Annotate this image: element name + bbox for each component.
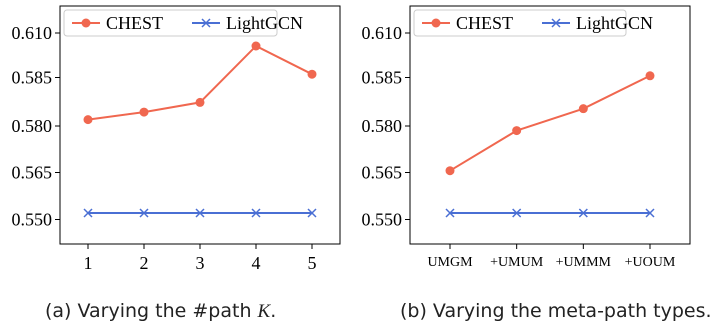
legend-label: CHEST bbox=[456, 13, 513, 33]
plot-frame bbox=[409, 5, 691, 245]
caption-a-var: K bbox=[257, 301, 271, 322]
data-point bbox=[195, 97, 205, 107]
data-point bbox=[139, 208, 149, 218]
legend-box bbox=[413, 9, 627, 37]
y-tick-label: 0.580 bbox=[12, 116, 53, 136]
data-point bbox=[445, 208, 455, 218]
x-tick-label: 1 bbox=[84, 253, 93, 273]
y-tick-label: 0.580 bbox=[362, 116, 403, 136]
plot-frame bbox=[59, 5, 341, 245]
legend: CHEST LightGCN bbox=[63, 9, 303, 37]
legend-marker bbox=[201, 18, 211, 28]
data-point bbox=[195, 208, 205, 218]
data-point bbox=[578, 208, 588, 218]
legend-marker bbox=[81, 18, 91, 28]
data-point bbox=[83, 115, 93, 125]
x-tick-label: 4 bbox=[252, 253, 261, 273]
x-tick-label: 2 bbox=[140, 253, 149, 273]
data-point bbox=[578, 104, 588, 114]
legend-label: LightGCN bbox=[576, 13, 653, 33]
data-point bbox=[307, 208, 317, 218]
x-tick-label: UMGM bbox=[427, 255, 473, 270]
x-tick-label: +UMUM bbox=[490, 255, 544, 270]
legend-label: LightGCN bbox=[226, 13, 303, 33]
data-point bbox=[445, 166, 455, 176]
y-tick-label: 0.550 bbox=[12, 210, 53, 230]
data-point bbox=[251, 208, 261, 218]
series-line-chest bbox=[87, 44, 313, 121]
y-tick-label: 0.585 bbox=[362, 68, 403, 88]
y-tick-label: 0.610 bbox=[12, 23, 53, 43]
data-point bbox=[512, 208, 522, 218]
caption-a-suffix: . bbox=[270, 300, 277, 322]
x-tick-label: 5 bbox=[308, 253, 317, 273]
legend-marker bbox=[551, 18, 561, 28]
caption-b: (b) Varying the meta-path types. bbox=[400, 300, 712, 322]
data-point bbox=[645, 208, 655, 218]
legend-label: CHEST bbox=[106, 13, 163, 33]
caption-a: (a) Varying the #path K. bbox=[45, 300, 276, 323]
series-line-chest bbox=[449, 74, 651, 172]
x-tick-label: 3 bbox=[196, 253, 205, 273]
chart-panel-1: 0.550 0.565 0.580 0.585 0.610 1 2 3 4 5 CHEST Light… bbox=[12, 5, 341, 273]
data-point bbox=[139, 107, 149, 117]
caption-a-prefix: (a) Varying the #path bbox=[45, 300, 258, 322]
data-point bbox=[307, 69, 317, 79]
y-tick-label: 0.565 bbox=[362, 163, 403, 183]
data-point bbox=[83, 208, 93, 218]
legend-box bbox=[63, 9, 278, 37]
data-point bbox=[251, 41, 261, 51]
x-tick-label: +UOUM bbox=[625, 255, 676, 270]
y-tick-label: 0.565 bbox=[12, 163, 53, 183]
chart-panel-2: 0.550 0.565 0.580 0.585 0.610 UMGM +UMUM +UMMM +… bbox=[362, 5, 691, 270]
caption-b-prefix: (b) Varying the meta-path types. bbox=[400, 300, 712, 322]
y-tick-label: 0.550 bbox=[362, 210, 403, 230]
data-point bbox=[645, 71, 655, 81]
x-tick-label: +UMMM bbox=[556, 255, 612, 270]
y-tick-label: 0.585 bbox=[12, 68, 53, 88]
data-point bbox=[512, 126, 522, 136]
legend-marker bbox=[431, 18, 441, 28]
y-tick-label: 0.610 bbox=[362, 23, 403, 43]
legend: CHEST LightGCN bbox=[413, 9, 653, 37]
